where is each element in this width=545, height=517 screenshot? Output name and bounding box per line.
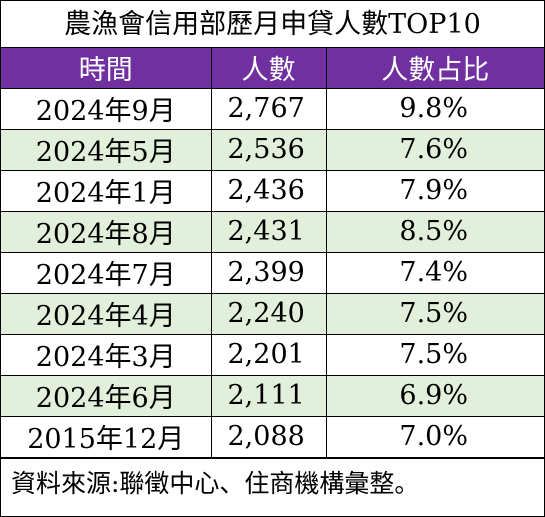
- cell-count: 2,536: [210, 128, 327, 171]
- cell-count: 2,767: [210, 88, 327, 130]
- cell-count: 2,436: [210, 169, 327, 212]
- table-row: 2024年1月 2,436 7.9%: [1, 169, 544, 212]
- cell-period: 2024年9月: [1, 88, 212, 130]
- cell-period: 2024年8月: [1, 210, 212, 253]
- cell-ratio: 6.9%: [325, 374, 544, 417]
- cell-period: 2024年5月: [1, 128, 212, 171]
- table-row: 2024年3月 2,201 7.5%: [1, 333, 544, 376]
- cell-period: 2024年7月: [1, 251, 212, 294]
- table-row: 2015年12月 2,088 7.0%: [1, 415, 544, 458]
- cell-period: 2015年12月: [1, 415, 212, 458]
- cell-ratio: 7.4%: [325, 251, 544, 294]
- table-row: 2024年6月 2,111 6.9%: [1, 374, 544, 417]
- cell-count: 2,240: [210, 292, 327, 335]
- header-count: 人數: [210, 48, 327, 89]
- header-period: 時間: [1, 48, 212, 89]
- cell-count: 2,088: [210, 415, 327, 458]
- cell-period: 2024年3月: [1, 333, 212, 376]
- cell-ratio: 9.8%: [325, 88, 544, 130]
- cell-period: 2024年4月: [1, 292, 212, 335]
- cell-ratio: 7.0%: [325, 415, 544, 458]
- source-note: 資料來源:聯徵中心、住商機構彙整。: [1, 457, 544, 513]
- table-row: 2024年4月 2,240 7.5%: [1, 292, 544, 335]
- table-row: 2024年7月 2,399 7.4%: [1, 251, 544, 294]
- table-row: 2024年5月 2,536 7.6%: [1, 128, 544, 171]
- cell-count: 2,111: [210, 374, 327, 417]
- header-ratio: 人數占比: [325, 48, 544, 89]
- cell-count: 2,399: [210, 251, 327, 294]
- table-title: 農漁會信用部歷月申貸人數TOP10: [1, 1, 544, 48]
- table-row: 2024年8月 2,431 8.5%: [1, 210, 544, 253]
- cell-ratio: 8.5%: [325, 210, 544, 253]
- cell-count: 2,431: [210, 210, 327, 253]
- cell-ratio: 7.5%: [325, 333, 544, 376]
- cell-ratio: 7.9%: [325, 169, 544, 212]
- data-table: 時間 人數 人數占比 2024年9月 2,767 9.8% 2024年5月 2,…: [1, 48, 544, 458]
- cell-ratio: 7.6%: [325, 128, 544, 171]
- cell-ratio: 7.5%: [325, 292, 544, 335]
- header-row: 時間 人數 人數占比: [1, 48, 544, 89]
- cell-count: 2,201: [210, 333, 327, 376]
- cell-period: 2024年6月: [1, 374, 212, 417]
- table-row: 2024年9月 2,767 9.8%: [1, 88, 544, 130]
- cell-period: 2024年1月: [1, 169, 212, 212]
